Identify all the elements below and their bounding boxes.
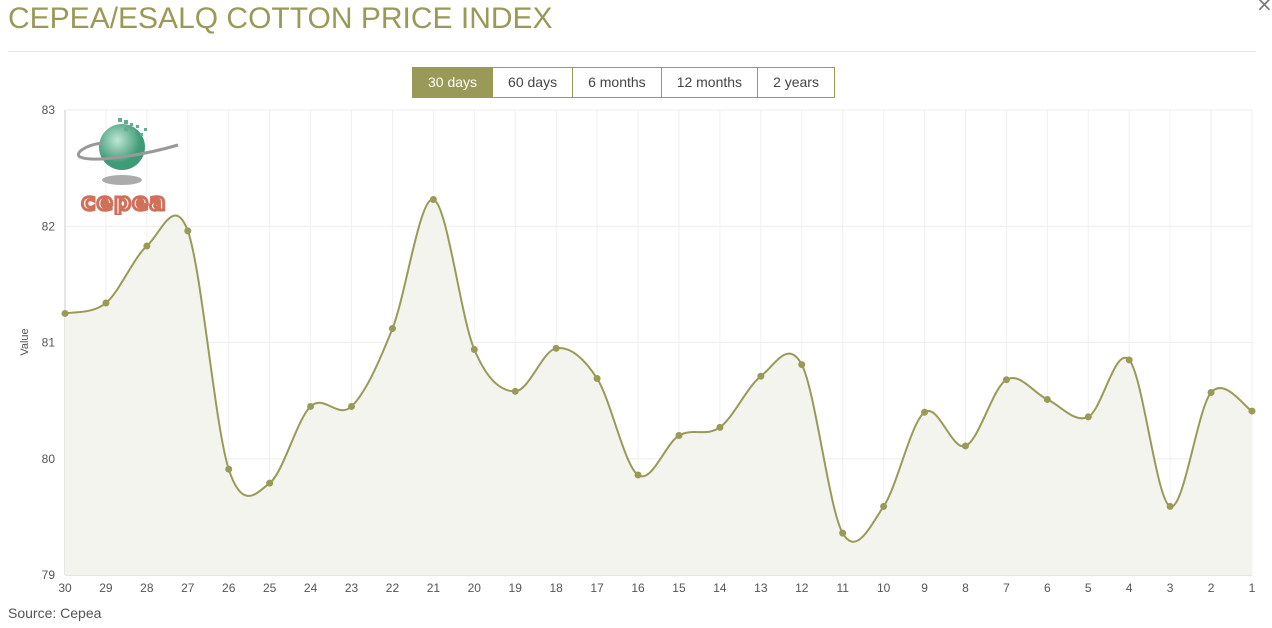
x-tick-label: 28 (140, 581, 154, 595)
area-fill (65, 199, 1252, 576)
range-30-days-button[interactable]: 30 days (413, 68, 493, 97)
x-tick-label: 12 (795, 581, 809, 595)
x-tick-label: 8 (962, 581, 969, 595)
data-point[interactable] (961, 442, 969, 450)
data-point[interactable] (143, 242, 151, 250)
data-point[interactable] (511, 387, 519, 395)
y-tick-label: 82 (42, 219, 56, 233)
x-tick-label: 22 (386, 581, 400, 595)
source-note: Source: Cepea (8, 605, 102, 621)
data-point[interactable] (470, 345, 478, 353)
data-point[interactable] (880, 502, 888, 510)
data-point[interactable] (307, 402, 315, 410)
x-tick-label: 17 (590, 581, 604, 595)
x-tick-label: 3 (1167, 581, 1174, 595)
x-tick-label: 15 (672, 581, 686, 595)
x-tick-label: 23 (345, 581, 359, 595)
data-point[interactable] (1248, 407, 1256, 415)
data-point[interactable] (388, 325, 396, 333)
svg-text:cepea: cepea (81, 188, 166, 215)
data-point[interactable] (348, 402, 356, 410)
x-tick-label: 1 (1249, 581, 1256, 595)
x-tick-label: 11 (836, 581, 849, 595)
data-point[interactable] (675, 432, 683, 439)
range-12-months-button[interactable]: 12 months (660, 68, 758, 97)
data-point[interactable] (552, 344, 560, 352)
data-point[interactable] (798, 361, 806, 369)
y-tick-label: 79 (42, 568, 56, 582)
data-point[interactable] (1207, 388, 1215, 396)
data-point[interactable] (1084, 413, 1092, 421)
data-point[interactable] (634, 471, 642, 479)
data-point[interactable] (266, 479, 274, 487)
x-tick-label: 5 (1085, 581, 1092, 595)
x-tick-label: 13 (754, 581, 768, 595)
close-icon[interactable]: × (1256, 0, 1272, 16)
data-point[interactable] (1125, 356, 1133, 364)
data-point[interactable] (1166, 502, 1174, 510)
data-point[interactable] (102, 299, 110, 307)
x-tick-label: 27 (181, 581, 195, 595)
x-tick-label: 14 (713, 581, 727, 595)
data-point[interactable] (921, 408, 929, 416)
x-tick-label: 4 (1126, 581, 1133, 595)
x-tick-label: 2 (1208, 581, 1215, 595)
data-point[interactable] (1002, 376, 1010, 384)
data-point[interactable] (225, 465, 233, 473)
data-point[interactable] (716, 423, 724, 431)
x-tick-label: 7 (1003, 581, 1010, 595)
y-axis-label: Value (19, 328, 31, 355)
range-selector: 30 days 60 days 6 months 12 months 2 yea… (412, 67, 835, 98)
x-tick-label: 19 (509, 581, 523, 595)
range-2-years-button[interactable]: 2 years (757, 68, 834, 97)
divider (8, 51, 1256, 52)
page-title: CEPEA/ESALQ COTTON PRICE INDEX (8, 2, 553, 35)
x-tick-label: 26 (222, 581, 236, 595)
x-tick-label: 29 (99, 581, 113, 595)
x-tick-label: 24 (304, 581, 318, 595)
x-tick-label: 30 (58, 581, 72, 595)
x-tick-label: 20 (468, 581, 482, 595)
x-tick-label: 18 (549, 581, 563, 595)
x-tick-label: 9 (921, 581, 928, 595)
x-tick-label: 25 (263, 581, 277, 595)
x-tick-label: 16 (631, 581, 645, 595)
data-point[interactable] (839, 529, 847, 537)
x-tick-label: 21 (427, 581, 441, 595)
y-tick-label: 80 (42, 452, 56, 466)
y-tick-label: 81 (42, 336, 56, 350)
range-60-days-button[interactable]: 60 days (492, 68, 573, 97)
data-point[interactable] (1043, 395, 1051, 403)
data-point[interactable] (61, 309, 69, 317)
range-6-months-button[interactable]: 6 months (572, 68, 661, 97)
cepea-logo: cepea (77, 118, 179, 215)
y-tick-label: 83 (42, 103, 56, 117)
x-tick-label: 6 (1044, 581, 1051, 595)
data-point[interactable] (593, 375, 601, 383)
data-point[interactable] (429, 196, 437, 204)
data-point[interactable] (757, 372, 765, 380)
x-tick-label: 10 (877, 581, 891, 595)
data-point[interactable] (184, 227, 192, 235)
series-line (64, 198, 1253, 543)
